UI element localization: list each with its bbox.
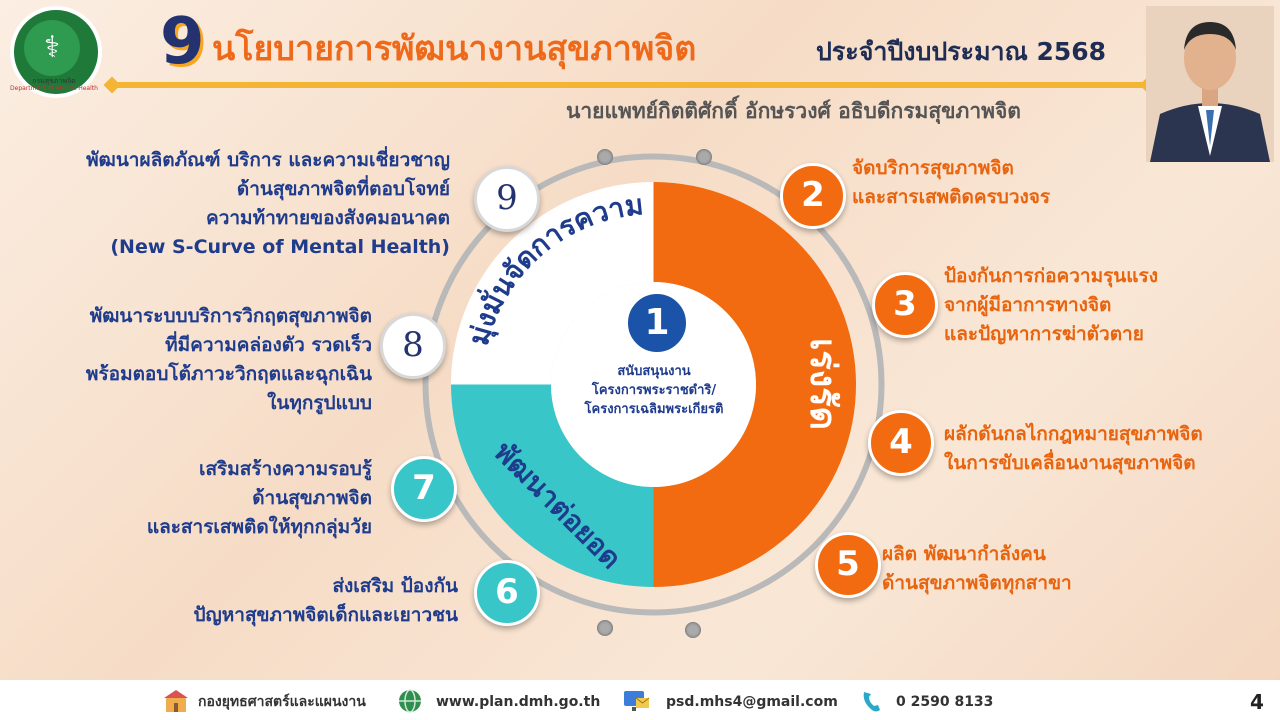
computer-email-icon [622,688,650,714]
footer-website[interactable]: www.plan.dmh.go.th [436,694,601,710]
policy-text-8: พัฒนาระบบบริการวิกฤตสุขภาพจิต ที่มีความคล… [85,305,372,414]
logo-caption-en: Department of Mental Health [10,85,98,92]
policy-text-5: ผลิต พัฒนากำลังคน ด้านสุขภาพจิตทุกสาขา [882,543,1072,594]
center-text: สนับสนุนงาน โครงการพระราชดำริ/ โครงการเฉ… [584,364,724,417]
policy-text-4: ผลักดันกลไกกฎหมายสุขภาพจิต ในการขับเคลื่อ… [944,423,1203,474]
policy-badge-8: 8 [380,313,446,379]
building-icon [162,688,190,714]
orbit-dot [597,149,613,165]
center-number: 1 [626,292,688,354]
segment-develop [451,384,654,587]
policy-text-9: พัฒนาผลิตภัณฑ์ บริการ และความเชี่ยวชาญ ด้… [86,149,450,258]
policy-text-2: จัดบริการสุขภาพจิต และสารเสพติดครบวงจร [852,157,1051,208]
segment-accelerate-label: เร่งรัด [802,338,843,430]
page-title: นโยบายการพัฒนางานสุขภาพจิต [212,29,697,69]
diamond-ornament [103,76,121,94]
footer-email[interactable]: psd.mhs4@gmail.com [666,694,838,710]
policy-text-3: ป้องกันการก่อความรุนแรง จากผู้มีอาการทางจ… [944,265,1159,345]
policy-badge-4: 4 [868,410,934,476]
policy-ring-diagram: มุ่งมั่นจัดการความท้าทาย เร่งรัด พัฒนาต่… [401,132,885,616]
policy-badge-5: 5 [815,532,881,598]
center-disc [551,282,756,487]
footer-phone[interactable]: 0 2590 8133 [896,694,994,710]
policy-badge-2: 2 [780,163,846,229]
policy-badge-6: 6 [474,560,540,626]
title-number: 9 [160,5,205,79]
caduceus-icon: ⚕ [24,20,80,76]
orbit-dot [685,622,701,638]
phone-icon [860,688,888,714]
outer-orbit [422,153,885,616]
segment-accelerate [653,182,856,587]
policy-text-6: ส่งเสริม ป้องกัน ปัญหาสุขภาพจิตเด็กและเยา… [193,575,459,626]
policy-badge-9: 9 [474,166,540,232]
globe-icon [396,688,424,714]
logo-caption-th: กรมสุขภาพจิต [32,77,76,85]
segment-challenge [451,182,654,385]
page-title-sub: ประจำปีงบประมาณ 2568 [816,37,1107,66]
policy-text-7: เสริมสร้างความรอบรู้ ด้านสุขภาพจิต และสารเ… [146,458,372,538]
footer-division: กองยุทธศาสตร์และแผนงาน [198,694,366,710]
orbit-dot [696,149,712,165]
subtitle: นายแพทย์กิตติศักดิ์ อักษรวงศ์ อธิบดีกรมส… [566,99,1021,123]
policy-badge-3: 3 [872,272,938,338]
director-portrait [1146,6,1274,162]
title-underline [112,82,1148,88]
page-number: 4 [1250,690,1264,714]
orbit-dot [597,620,613,636]
policy-badge-7: 7 [391,456,457,522]
